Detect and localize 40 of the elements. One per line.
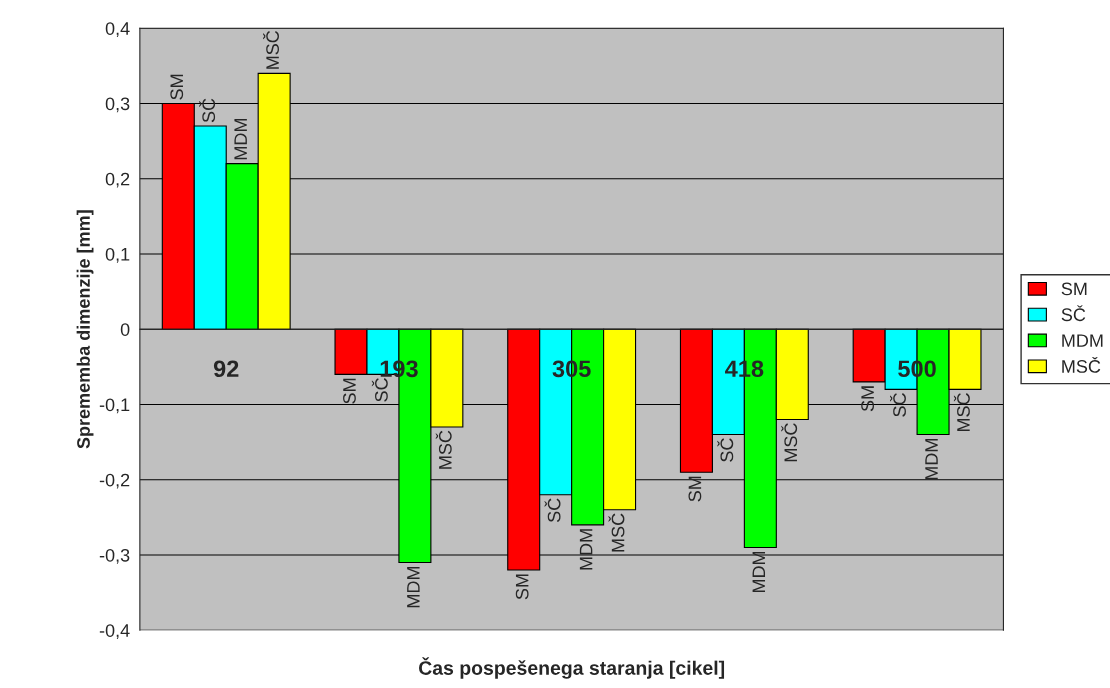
- y-tick-label: -0,2: [99, 473, 130, 489]
- data-label: SM: [688, 476, 702, 502]
- legend-label: SM: [1061, 282, 1087, 296]
- x-tick-label: 418: [725, 360, 764, 378]
- data-label: SČ: [544, 498, 561, 523]
- data-label: SM: [861, 386, 874, 412]
- y-axis-title: Sprememba dimenzije [mm]: [76, 210, 94, 449]
- x-tick-label: 92: [213, 360, 239, 378]
- data-label: MSČ: [953, 393, 970, 432]
- y-tick-label: 0,1: [105, 247, 130, 263]
- data-label: SČ: [717, 438, 734, 462]
- data-label: MDM: [925, 439, 938, 480]
- data-label: MSČ: [263, 30, 279, 69]
- x-tick-label: 500: [898, 360, 936, 378]
- data-label: MSČ: [608, 513, 625, 552]
- data-label: MDM: [407, 566, 420, 608]
- y-tick-label: -0,1: [99, 398, 130, 414]
- y-tick-label: 0,3: [105, 97, 130, 113]
- y-tick-label: 0,4: [105, 22, 130, 38]
- y-tick-label: 0,2: [105, 172, 130, 188]
- x-axis-title: Čas pospešenega staranja [cikel]: [419, 657, 725, 679]
- data-label: SČ: [889, 393, 906, 417]
- y-tick-label: -0,3: [99, 548, 130, 564]
- data-label: MDM: [752, 551, 766, 593]
- y-tick-label: -0,4: [99, 624, 130, 640]
- data-label: MSČ: [435, 430, 452, 469]
- data-label: SČ: [371, 378, 388, 402]
- x-tick-label: 193: [380, 360, 418, 378]
- y-tick-label: 0: [120, 323, 130, 336]
- data-label: SČ: [199, 98, 216, 123]
- data-label: MDM: [579, 529, 593, 570]
- legend-label: MDM: [1062, 334, 1103, 347]
- legend-label: MSČ: [1062, 356, 1101, 373]
- x-tick-label: 305: [552, 360, 591, 378]
- data-label: SM: [343, 378, 356, 404]
- data-label: MDM: [234, 119, 247, 160]
- data-label: MSČ: [781, 423, 798, 462]
- legend-label: SČ: [1061, 305, 1086, 322]
- data-label: SM: [515, 574, 529, 600]
- data-label: SM: [170, 74, 184, 100]
